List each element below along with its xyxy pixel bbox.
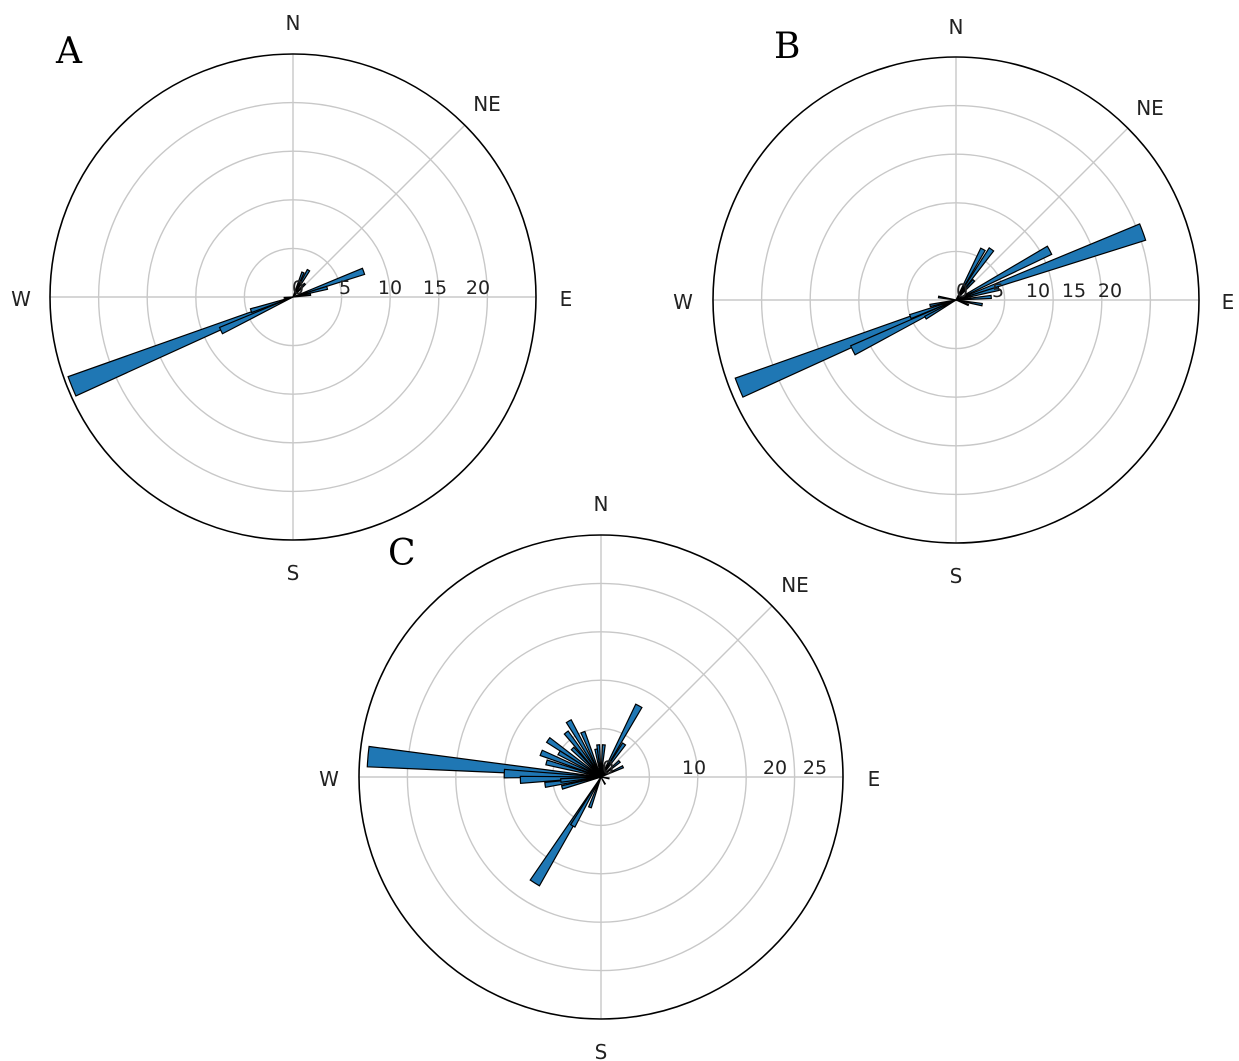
direction-label-s: S: [595, 1040, 608, 1061]
direction-label-w: W: [673, 290, 693, 314]
direction-label-e: E: [1222, 290, 1235, 314]
radial-tick-label: 15: [423, 277, 447, 299]
radial-tick-label: 10: [1026, 280, 1050, 302]
panel-letter: B: [774, 26, 800, 67]
rose-bar: [587, 776, 602, 809]
radial-tick-label: 10: [378, 277, 402, 299]
grid-spoke: [955, 127, 1129, 301]
rose-bar: [560, 776, 602, 790]
rose-bar: [560, 776, 602, 783]
bars: [734, 223, 1147, 398]
rose-bar: [218, 296, 294, 335]
rose-bar: [929, 299, 957, 308]
rose-bar: [955, 285, 1000, 301]
radial-tick-label: 20: [466, 277, 490, 299]
rose-bar: [600, 759, 622, 778]
rose-bar: [292, 268, 311, 298]
rose-bar: [569, 776, 602, 828]
rose-bar: [563, 730, 602, 778]
polar-grid: [50, 54, 536, 540]
rose-bar: [923, 299, 957, 320]
rose-bar: [955, 294, 992, 301]
radial-tick-label: 0: [292, 277, 304, 299]
direction-label-ne: NE: [781, 573, 809, 597]
rose-bar: [908, 299, 957, 320]
rose-bar: [600, 776, 607, 785]
rose-bar: [557, 750, 602, 778]
direction-label-n: N: [286, 11, 301, 35]
radial-tick-label: 20: [1098, 280, 1122, 302]
rose-bar: [600, 765, 625, 778]
radial-tick-label: 0: [602, 757, 614, 779]
rose-bar: [594, 748, 602, 778]
radial-tick-label: 0: [956, 280, 968, 302]
grid-spoke: [292, 124, 466, 298]
rose-bar: [600, 703, 643, 778]
rose-bar: [545, 759, 602, 778]
rose-bar: [955, 247, 995, 301]
rose-bar: [955, 299, 970, 307]
rose-bar: [503, 768, 602, 779]
bars: [67, 267, 366, 397]
panel-letter: C: [388, 533, 416, 574]
radial-tick-label: 10: [682, 757, 706, 779]
direction-label-e: E: [868, 767, 881, 791]
rose-bar: [292, 271, 305, 298]
direction-label-e: E: [560, 287, 573, 311]
rose-bar: [545, 736, 602, 778]
bars: [366, 703, 643, 887]
direction-label-n: N: [949, 15, 964, 39]
rose-bar: [570, 746, 602, 778]
direction-label-w: W: [11, 287, 31, 311]
rose-bar: [539, 749, 602, 778]
rose-bar: [283, 296, 294, 299]
rose-bar: [600, 744, 606, 778]
rose-bar: [955, 223, 1147, 301]
radial-tick-label: 15: [1062, 280, 1086, 302]
rose-bar: [580, 730, 602, 778]
rose-bar: [600, 776, 610, 780]
rose-bar: [292, 285, 329, 298]
rose-panel-c: C N NE E S W 0 10 20 25: [319, 492, 880, 1061]
radial-tick-label: 5: [992, 280, 1004, 302]
direction-label-w: W: [319, 767, 339, 791]
direction-label-n: N: [594, 492, 609, 516]
grid-spoke: [600, 605, 773, 778]
rose-bar: [955, 247, 986, 301]
rose-bar: [955, 299, 983, 307]
polar-frame: [358, 534, 844, 1020]
rose-bar: [292, 267, 366, 298]
rose-bar: [600, 764, 606, 778]
rose-bar: [249, 296, 294, 314]
rose-bar: [292, 282, 307, 298]
rose-bar: [937, 295, 957, 301]
panel-letter: A: [55, 31, 83, 72]
polar-frame: [49, 53, 537, 541]
rose-panel-a: A N NE E S W 0 5 10 15 20: [11, 11, 572, 585]
rose-bar: [955, 278, 976, 301]
polar-frame: [712, 56, 1200, 544]
rose-bar: [955, 245, 1053, 301]
radial-tick-label: 5: [339, 277, 351, 299]
direction-label-ne: NE: [473, 92, 501, 116]
radial-tick-label: 20: [763, 757, 787, 779]
rose-panel-b: B N NE E S W 0 5 10 15 20: [673, 15, 1234, 588]
rose-bar: [565, 718, 602, 778]
direction-label-s: S: [287, 561, 300, 585]
direction-label-ne: NE: [1136, 96, 1164, 120]
radial-tick-label: 25: [803, 757, 827, 779]
rose-bar: [292, 293, 312, 298]
rose-bar: [366, 745, 602, 778]
direction-label-s: S: [950, 564, 963, 588]
rose-bar: [600, 742, 627, 778]
